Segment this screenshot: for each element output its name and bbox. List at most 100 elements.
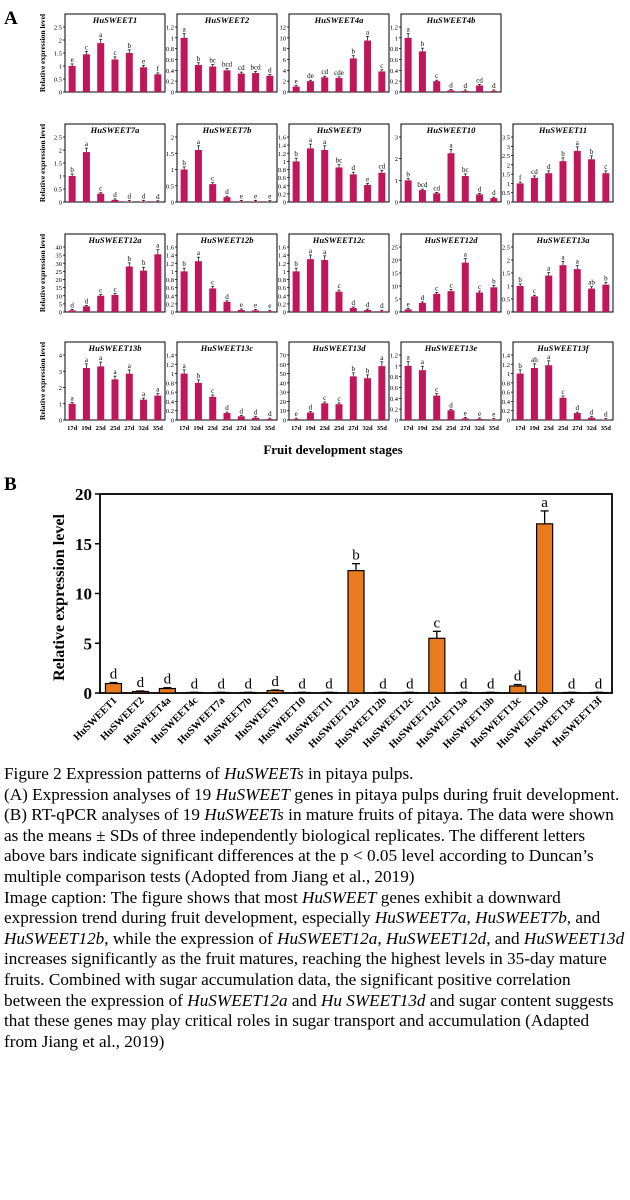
image-caption: Image caption: The figure shows that mos… [4,887,625,1051]
bar-35d [378,366,386,420]
significance-letter: d [352,164,356,172]
significance-letter: f [157,65,160,73]
x-tick-label-32d: 32d [475,425,486,432]
significance-letter: d [268,66,272,74]
x-tick-label-27d: 27d [348,425,359,432]
chart-title: HuSWEET13e [424,343,478,353]
significance-letter: a [99,31,103,39]
x-tick-label-32d: 32d [363,425,374,432]
bar-19d [82,54,90,92]
y-tick-label: 25 [56,269,63,276]
x-tick-label-23d: 23d [432,425,443,432]
y-tick-label: 1 [59,174,62,181]
y-tick-label: 0.6 [278,175,287,182]
x-tick-label-19d: 19d [529,425,540,432]
significance-letter: d [352,299,356,307]
bar-23d [321,260,329,312]
significance-letter: b [352,48,356,56]
y-tick-label: 0.5 [502,297,510,304]
significance-letter: b [142,259,146,267]
y-tick-label: 0.8 [502,380,510,387]
x-tick-label-25d: 25d [110,425,121,432]
y-tick-label: 4 [283,68,287,75]
y-tick-label: 40 [56,245,63,252]
significance-letter: bc [209,57,216,65]
y-tick-label: 10 [75,585,92,604]
significance-letter: a [561,253,565,261]
significance-letter: cd [433,184,440,192]
significance-letter: b [604,275,608,283]
significance-letter: d [460,676,468,692]
significance-letter: d [406,676,414,692]
significance-letter: b [352,548,360,564]
bar-35d [490,198,498,202]
bar-35d [602,284,610,312]
x-tick-label-17d: 17d [403,425,414,432]
significance-letter: c [211,279,214,287]
significance-letter: d [576,404,580,412]
y-tick-label: 0.8 [278,277,286,284]
bar-19d [530,177,538,202]
x-tick-label-35d: 35d [153,425,164,432]
significance-letter: b [294,150,298,158]
bar-17d [292,419,300,420]
significance-letter: bcd [251,64,262,72]
y-tick-label: 0.2 [390,407,398,414]
y-tick-label: 1 [171,167,174,174]
significance-letter: a [99,354,103,362]
significance-letter: b [70,166,74,174]
y-tick-label: 1 [507,181,510,188]
x-tick-label-23d: 23d [96,425,107,432]
y-tick-label: 15 [56,285,63,292]
significance-letter: c [604,163,607,171]
y-tick-label: 12 [280,25,287,32]
significance-letter: c [99,185,102,193]
bar-27d [349,307,357,312]
significance-letter: a [309,136,313,144]
significance-letter: b [128,255,132,263]
y-tick-label: 1.5 [166,151,174,158]
y-tick-label: 0.6 [166,390,175,397]
x-tick-label-27d: 27d [236,425,247,432]
y-tick-label: 10 [280,408,287,415]
y-tick-label: 5 [395,297,398,304]
bar-17d [180,373,188,420]
significance-letter: d [421,294,425,302]
bar-32d [252,417,260,420]
bar-35d [154,74,162,92]
chart-title: HuSWEET12d [424,235,479,245]
y-tick-label: 1 [395,363,398,370]
y-tick-label: 0.4 [502,399,511,406]
significance-letter: e [478,410,481,418]
y-tick-label: 1.2 [502,362,510,369]
y-tick-label: 0 [171,418,174,425]
bar-17d [292,271,300,312]
figure-title: Figure 2 Expression patterns of HuSWEETs… [4,764,414,783]
significance-letter: c [99,286,102,294]
bar-25d [223,70,231,92]
bar-27d [237,201,245,202]
significance-letter: b [294,260,298,268]
y-tick-label: 0.8 [390,46,398,53]
significance-letter: d [113,191,117,199]
bar-23d [321,150,329,202]
bar-25d [447,90,455,92]
y-tick-label: 0 [171,90,174,97]
bar-23d [545,275,553,312]
bar-32d [364,184,372,202]
expression-chart-husweet7a: HuSWEET7a 0 0.5 1 1.5 2 2.5 b a c d d d d Relative exp… [38,123,166,207]
significance-letter: b [197,372,201,380]
y-tick-label: 1.2 [166,362,174,369]
significance-letter: d [478,185,482,193]
bar-17d [292,161,300,202]
bar-32d [364,40,372,92]
panel-b-figure: B 0 5 10 15 20 Relative expression level d HuSW… [4,474,613,751]
y-tick-label: 2 [59,38,62,45]
bar-27d [461,176,469,202]
significance-letter: a [323,248,327,256]
bar-17d [68,66,76,92]
significance-letter: c [435,386,438,394]
y-tick-label: 3 [59,369,62,376]
expression-chart-husweet4a: HuSWEET4a 0 2 4 6 8 10 12 e de cd cde b a c [280,13,390,97]
significance-letter: c [478,283,481,291]
